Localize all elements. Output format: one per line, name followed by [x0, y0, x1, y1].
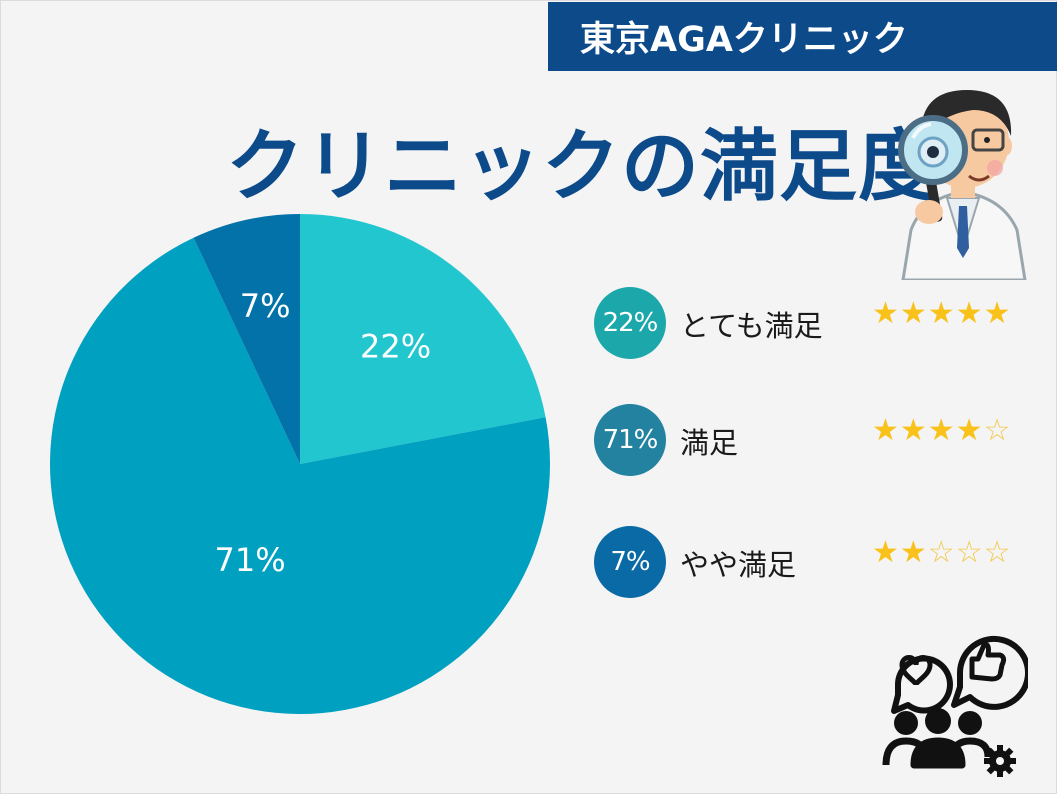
star-full-icon: ★★★★★ [872, 296, 1012, 331]
pie-slice-label: 71% [214, 541, 285, 579]
star-rating: ★★☆☆☆ [872, 538, 1011, 568]
pie-slice [193, 214, 300, 464]
legend-badge: 71% [594, 404, 666, 476]
star-rating: ★★★★☆ [872, 416, 1011, 446]
page-title: クリニックの満足度 [226, 122, 938, 212]
people-feedback-icon [882, 635, 1028, 777]
legend-row-satisfied: 71% 満足 ★★★★☆ [594, 404, 1034, 478]
star-empty-icon: ☆☆☆ [927, 535, 1012, 570]
pie-slice-label: 7% [240, 287, 291, 325]
pie-slice-label: 22% [360, 327, 431, 365]
legend-row-very-satisfied: 22% とても満足 ★★★★★ [594, 287, 1034, 361]
legend-row-somewhat-satisfied: 7% やや満足 ★★☆☆☆ [594, 526, 1034, 600]
legend-label: やや満足 [680, 548, 797, 582]
doctor-magnifier-icon [898, 90, 1027, 280]
star-full-icon: ★★ [872, 535, 928, 570]
brand-banner: 東京AGAクリニック [548, 2, 1057, 71]
pie-slice [50, 237, 551, 714]
pie-chart: 22% 71% 7% [50, 214, 551, 714]
star-empty-icon: ☆ [983, 413, 1012, 448]
legend-badge: 7% [594, 526, 666, 598]
legend-label: 満足 [680, 426, 739, 460]
star-rating: ★★★★★ [872, 299, 1011, 329]
legend-badge: 22% [594, 287, 666, 359]
brand-name: 東京AGAクリニック [580, 20, 908, 60]
pie-slice [300, 214, 546, 464]
star-full-icon: ★★★★ [872, 413, 984, 448]
legend-label: とても満足 [680, 309, 823, 343]
